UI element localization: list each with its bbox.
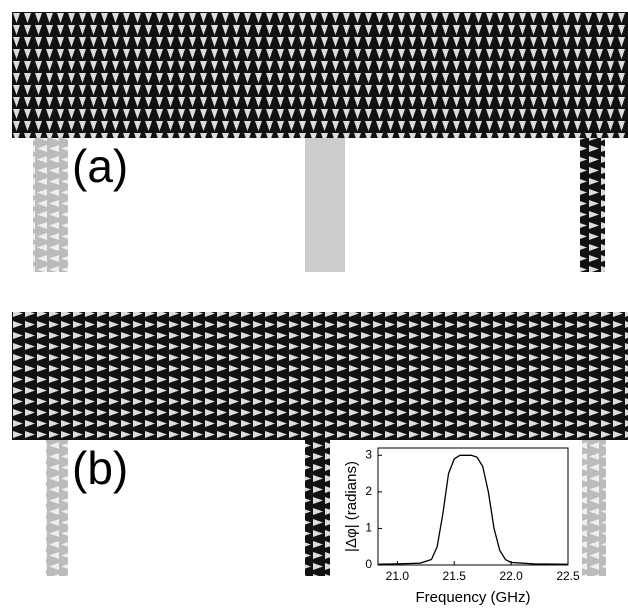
x-tick-label: 21.5 [443, 569, 467, 583]
y-tick-label: 2 [365, 484, 372, 498]
panel-label: (b) [72, 442, 128, 494]
data-line [377, 454, 569, 565]
field-strip [580, 138, 605, 272]
y-tick-label: 0 [365, 557, 372, 571]
plot-frame [377, 447, 569, 566]
panel-label: (a) [72, 140, 128, 192]
panel-a: (a) [12, 12, 628, 272]
y-axis-label: |Δφ| (radians) [343, 461, 360, 552]
field-strip [33, 138, 68, 272]
y-tick-label: 3 [365, 447, 372, 461]
field-region [12, 12, 628, 138]
field-strip [46, 440, 68, 576]
field-strip [305, 138, 345, 272]
x-tick-label: 21.0 [386, 569, 410, 583]
y-tick-label: 1 [365, 521, 372, 535]
x-tick-label: 22.5 [556, 569, 580, 583]
field-strip [305, 440, 330, 576]
x-tick-label: 22.0 [499, 569, 523, 583]
x-axis-label: Frequency (GHz) [415, 589, 530, 606]
inset-chart: 21.0 21.5 22.0 22.5 0 1 2 3 Frequency (GHz) |Δφ| … [343, 447, 580, 606]
panel-b: (b) [12, 312, 628, 576]
field-strip [582, 440, 606, 576]
field-region [12, 312, 628, 440]
